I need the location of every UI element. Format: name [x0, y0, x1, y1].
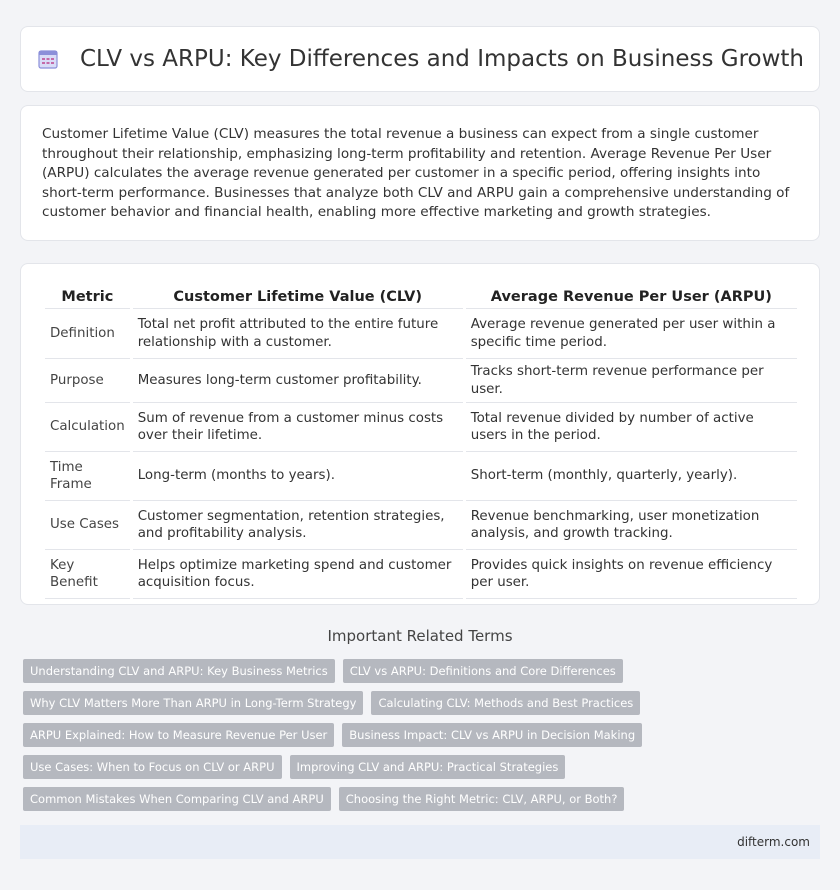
intro-text: Customer Lifetime Value (CLV) measures t… [42, 126, 790, 220]
related-terms-list: Understanding CLV and ARPU: Key Business… [23, 659, 643, 819]
header-clv: Customer Lifetime Value (CLV) [132, 284, 463, 309]
row-clv: Long-term (months to years). [132, 452, 463, 501]
related-term-link[interactable]: ARPU Explained: How to Measure Revenue P… [23, 723, 335, 747]
tag-row: ARPU Explained: How to Measure Revenue P… [23, 723, 643, 747]
table-row: Definition Total net profit attributed t… [45, 309, 797, 359]
header-metric: Metric [45, 284, 130, 309]
comparison-card: Metric Customer Lifetime Value (CLV) Ave… [20, 263, 820, 605]
table-row: Purpose Measures long-term customer prof… [45, 359, 797, 403]
table-row: Calculation Sum of revenue from a custom… [45, 403, 797, 452]
table-header-row: Metric Customer Lifetime Value (CLV) Ave… [45, 284, 797, 309]
page-footer: difterm.com [20, 825, 820, 859]
row-clv: Measures long-term customer profitabilit… [132, 359, 463, 403]
page-title: CLV vs ARPU: Key Differences and Impacts… [79, 46, 805, 72]
tag-row: Common Mistakes When Comparing CLV and A… [23, 787, 625, 811]
row-metric: Calculation [45, 403, 130, 452]
tag-row: Why CLV Matters More Than ARPU in Long-T… [23, 691, 641, 715]
intro-card: Customer Lifetime Value (CLV) measures t… [20, 105, 820, 241]
row-clv: Total net profit attributed to the entir… [132, 309, 463, 359]
related-term-link[interactable]: Common Mistakes When Comparing CLV and A… [23, 787, 331, 811]
row-arpu: Provides quick insights on revenue effic… [465, 550, 797, 599]
related-term-link[interactable]: Calculating CLV: Methods and Best Practi… [371, 691, 641, 715]
related-term-link[interactable]: Improving CLV and ARPU: Practical Strate… [289, 755, 566, 779]
related-term-link[interactable]: Use Cases: When to Focus on CLV or ARPU [23, 755, 282, 779]
row-clv: Helps optimize marketing spend and custo… [132, 550, 463, 599]
row-metric: Definition [45, 309, 130, 359]
row-metric: Time Frame [45, 452, 130, 501]
row-arpu: Revenue benchmarking, user monetization … [465, 501, 797, 550]
row-arpu: Short-term (monthly, quarterly, yearly). [465, 452, 797, 501]
row-clv: Sum of revenue from a customer minus cos… [132, 403, 463, 452]
table-row: Time Frame Long-term (months to years). … [45, 452, 797, 501]
row-arpu: Tracks short-term revenue performance pe… [465, 359, 797, 403]
row-clv: Customer segmentation, retention strateg… [132, 501, 463, 550]
related-term-link[interactable]: Understanding CLV and ARPU: Key Business… [23, 659, 335, 683]
related-term-link[interactable]: Business Impact: CLV vs ARPU in Decision… [342, 723, 643, 747]
tag-row: Use Cases: When to Focus on CLV or ARPU … [23, 755, 623, 779]
row-arpu: Average revenue generated per user withi… [465, 309, 797, 359]
tag-row: Understanding CLV and ARPU: Key Business… [23, 659, 623, 683]
footer-site-link[interactable]: difterm.com [737, 835, 810, 849]
related-terms-title: Important Related Terms [327, 627, 513, 645]
table-row: Key Benefit Helps optimize marketing spe… [45, 550, 797, 599]
calendar-document-icon [38, 50, 58, 69]
header-arpu: Average Revenue Per User (ARPU) [465, 284, 797, 309]
related-term-link[interactable]: Choosing the Right Metric: CLV, ARPU, or… [338, 787, 625, 811]
row-metric: Key Benefit [45, 550, 130, 599]
row-arpu: Total revenue divided by number of activ… [465, 403, 797, 452]
page-header: CLV vs ARPU: Key Differences and Impacts… [20, 26, 820, 92]
related-term-link[interactable]: Why CLV Matters More Than ARPU in Long-T… [23, 691, 364, 715]
row-metric: Purpose [45, 359, 130, 403]
comparison-table: Metric Customer Lifetime Value (CLV) Ave… [42, 284, 800, 599]
table-row: Use Cases Customer segmentation, retenti… [45, 501, 797, 550]
related-term-link[interactable]: CLV vs ARPU: Definitions and Core Differ… [342, 659, 623, 683]
row-metric: Use Cases [45, 501, 130, 550]
